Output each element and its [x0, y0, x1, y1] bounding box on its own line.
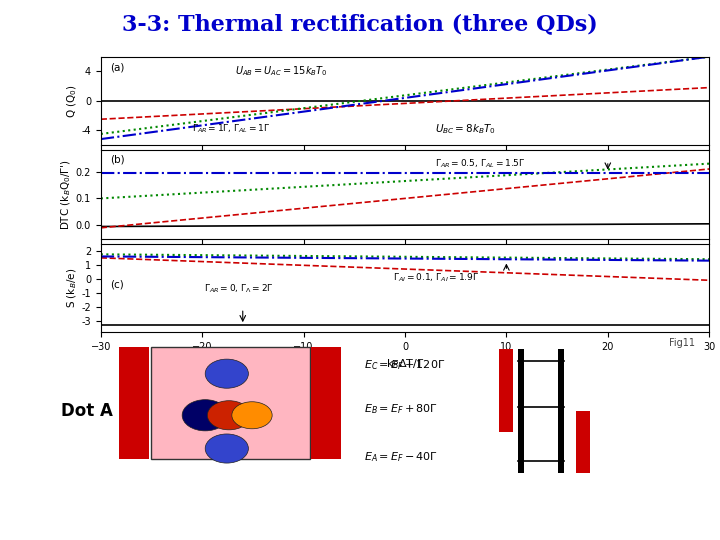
- Text: 3-3: Thermal rectification (three QDs): 3-3: Thermal rectification (three QDs): [122, 14, 598, 36]
- Text: $\Gamma_{AI}=0.1$, $\Gamma_{AI}=1.9\Gamma$: $\Gamma_{AI}=0.1$, $\Gamma_{AI}=1.9\Gamm…: [393, 272, 480, 285]
- Bar: [119, 347, 149, 459]
- Text: $U_{BC} = 8k_BT_0$: $U_{BC} = 8k_BT_0$: [436, 122, 497, 136]
- Ellipse shape: [205, 359, 248, 388]
- Bar: [558, 349, 564, 474]
- Text: (a): (a): [110, 63, 125, 73]
- Bar: [151, 347, 310, 459]
- Ellipse shape: [205, 434, 248, 463]
- Bar: [499, 349, 513, 432]
- Ellipse shape: [182, 400, 228, 431]
- Ellipse shape: [232, 402, 272, 429]
- Text: Fig11: Fig11: [669, 338, 695, 348]
- Text: (c): (c): [110, 279, 124, 289]
- Bar: [576, 411, 590, 474]
- Text: (b): (b): [110, 154, 125, 165]
- Text: $\Gamma_{AR}=1\Gamma$, $\Gamma_{AL}=1\Gamma$: $\Gamma_{AR}=1\Gamma$, $\Gamma_{AL}=1\Ga…: [192, 123, 271, 135]
- Text: Dot A: Dot A: [61, 402, 113, 420]
- Text: $E_C = E_F + 120\Gamma$: $E_C = E_F + 120\Gamma$: [364, 359, 445, 372]
- X-axis label: k$_B$$\Delta$T/$\Gamma$: k$_B$$\Delta$T/$\Gamma$: [386, 357, 424, 371]
- Text: $\Gamma_{AR}=0.5$, $\Gamma_{AL}=1.5\Gamma$: $\Gamma_{AR}=0.5$, $\Gamma_{AL}=1.5\Gamm…: [436, 157, 526, 170]
- Text: $E_B = E_F + 80\Gamma$: $E_B = E_F + 80\Gamma$: [364, 402, 438, 416]
- Y-axis label: Q (Q$_0$): Q (Q$_0$): [65, 84, 78, 118]
- Y-axis label: DTC (k$_B$Q$_0$/Γ'): DTC (k$_B$Q$_0$/Γ'): [59, 159, 73, 230]
- Text: $\Gamma_{AR}=0$, $\Gamma_{\Lambda}=2\Gamma$: $\Gamma_{AR}=0$, $\Gamma_{\Lambda}=2\Gam…: [204, 282, 274, 295]
- Ellipse shape: [207, 401, 251, 430]
- Bar: [518, 349, 524, 474]
- Bar: [311, 347, 341, 459]
- Text: $E_A = E_F - 40\Gamma$: $E_A = E_F - 40\Gamma$: [364, 450, 438, 464]
- Text: $U_{AB} = U_{AC} = 15k_BT_0$: $U_{AB} = U_{AC} = 15k_BT_0$: [235, 64, 327, 78]
- Y-axis label: S (k$_B$/e): S (k$_B$/e): [65, 268, 78, 308]
